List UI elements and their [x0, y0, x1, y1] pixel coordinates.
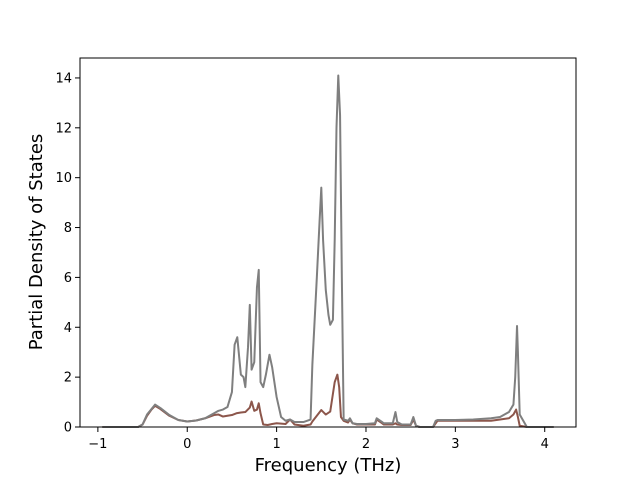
x-tick-label: 3	[451, 437, 459, 452]
x-tick-label: −1	[88, 437, 107, 452]
y-tick-label: 4	[64, 321, 72, 336]
x-tick-label: 4	[541, 437, 549, 452]
y-tick-label: 2	[64, 371, 72, 386]
y-tick-label: 10	[55, 171, 72, 186]
y-tick-label: 8	[64, 221, 72, 236]
y-axis-label: Partial Density of States	[26, 134, 47, 351]
series-layer	[102, 74, 554, 428]
y-tick-label: 14	[55, 71, 72, 86]
y-tick-label: 0	[64, 421, 72, 436]
y-tick-label: 6	[64, 271, 72, 286]
plot-frame	[79, 57, 577, 428]
x-tick-label: 1	[272, 437, 280, 452]
series-line-2	[102, 74, 554, 428]
x-tick-label: 2	[362, 437, 370, 452]
x-tick-label: 0	[183, 437, 191, 452]
y-tick-label: 12	[55, 121, 72, 136]
x-axis-label: Frequency (THz)	[255, 455, 402, 476]
